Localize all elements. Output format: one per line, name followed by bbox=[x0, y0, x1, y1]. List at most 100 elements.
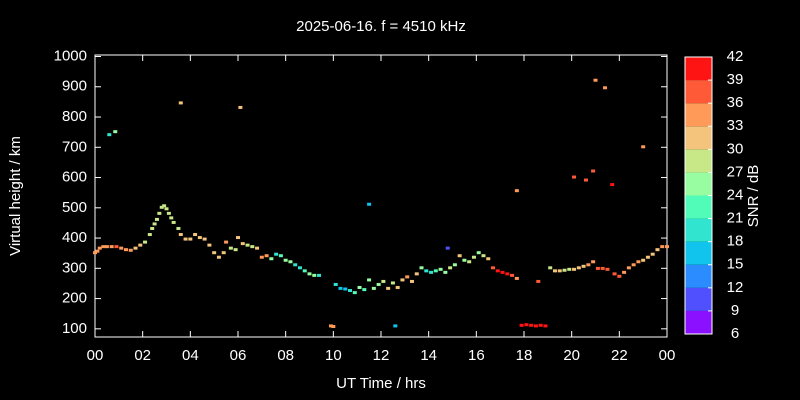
data-point bbox=[655, 248, 660, 252]
x-tick-label: 02 bbox=[134, 347, 151, 364]
data-point bbox=[641, 258, 646, 262]
data-point bbox=[348, 289, 353, 293]
data-point bbox=[259, 255, 264, 259]
data-point bbox=[352, 291, 357, 295]
data-point bbox=[159, 205, 164, 209]
data-point bbox=[443, 270, 448, 274]
colorbar-cell bbox=[685, 264, 712, 288]
data-point bbox=[264, 254, 269, 258]
data-point bbox=[188, 237, 193, 241]
data-point bbox=[424, 269, 429, 273]
data-point bbox=[95, 249, 100, 253]
data-point bbox=[240, 242, 245, 246]
data-point bbox=[572, 175, 577, 179]
colorbar-tick-label: 24 bbox=[727, 186, 744, 203]
colorbar-tick-label: 30 bbox=[727, 140, 744, 157]
data-point bbox=[583, 178, 588, 182]
y-tick-label: 500 bbox=[62, 199, 87, 216]
colorbar-tick-label: 12 bbox=[727, 279, 744, 296]
data-point bbox=[600, 266, 605, 270]
y-tick-label: 600 bbox=[62, 169, 87, 186]
data-point bbox=[514, 276, 519, 280]
data-point bbox=[367, 202, 372, 206]
data-point bbox=[481, 254, 486, 258]
data-point bbox=[150, 226, 155, 230]
data-point bbox=[650, 252, 655, 256]
x-tick-label: 20 bbox=[563, 347, 580, 364]
data-point bbox=[562, 268, 567, 272]
data-point bbox=[288, 260, 293, 264]
y-tick-label: 400 bbox=[62, 229, 87, 246]
x-tick-label: 04 bbox=[182, 347, 199, 364]
x-tick-label: 06 bbox=[230, 347, 247, 364]
colorbar-tick-label: 21 bbox=[727, 210, 744, 227]
data-point bbox=[445, 246, 450, 250]
data-point bbox=[390, 281, 395, 285]
data-point bbox=[162, 204, 167, 208]
y-tick-label: 300 bbox=[62, 259, 87, 276]
data-point bbox=[238, 105, 243, 109]
data-point bbox=[636, 260, 641, 264]
data-point bbox=[567, 267, 572, 271]
data-point bbox=[367, 278, 372, 282]
x-tick-label: 22 bbox=[611, 347, 628, 364]
data-point bbox=[236, 236, 240, 240]
data-point bbox=[221, 251, 226, 255]
data-point bbox=[552, 269, 557, 273]
data-point bbox=[543, 324, 548, 328]
data-point bbox=[207, 243, 212, 247]
data-point bbox=[405, 275, 410, 279]
data-point bbox=[414, 272, 419, 276]
x-tick-label: 00 bbox=[87, 347, 104, 364]
colorbar-cell bbox=[685, 310, 712, 334]
data-point bbox=[467, 260, 472, 264]
colorbar-tick-label: 18 bbox=[727, 233, 744, 250]
data-point bbox=[197, 236, 202, 240]
data-point bbox=[622, 270, 627, 274]
data-point bbox=[93, 251, 97, 255]
data-point bbox=[357, 285, 362, 289]
colorbar-cell bbox=[685, 241, 712, 265]
x-tick-label: 08 bbox=[277, 347, 294, 364]
data-point bbox=[202, 237, 207, 241]
x-tick-label: 18 bbox=[516, 347, 533, 364]
data-point bbox=[250, 245, 255, 249]
data-point bbox=[626, 266, 631, 270]
data-point bbox=[255, 246, 260, 250]
data-point bbox=[333, 282, 338, 286]
colorbar-cell bbox=[685, 149, 712, 173]
data-point bbox=[297, 266, 302, 270]
data-point bbox=[603, 86, 608, 90]
data-point bbox=[154, 217, 159, 221]
colorbar-tick-label: 39 bbox=[727, 71, 744, 88]
y-tick-label: 900 bbox=[62, 78, 87, 95]
data-point bbox=[176, 226, 181, 230]
x-tick-label: 14 bbox=[420, 347, 437, 364]
data-point bbox=[631, 263, 636, 267]
data-point bbox=[612, 272, 617, 276]
data-point bbox=[665, 245, 669, 249]
x-tick-label: 16 bbox=[468, 347, 485, 364]
colorbar-cell bbox=[685, 126, 712, 150]
colorbar-tick-label: 15 bbox=[727, 256, 744, 273]
colorbar-tick-label: 27 bbox=[727, 163, 744, 180]
data-point bbox=[591, 260, 596, 264]
data-point bbox=[595, 266, 600, 270]
data-point bbox=[317, 273, 322, 277]
data-point bbox=[429, 270, 434, 274]
data-point bbox=[438, 267, 443, 271]
data-point bbox=[548, 266, 553, 270]
data-point bbox=[216, 255, 221, 259]
data-point bbox=[386, 286, 391, 290]
x-tick-label: 12 bbox=[373, 347, 390, 364]
x-tick-label: 00 bbox=[659, 347, 676, 364]
data-point bbox=[576, 266, 581, 270]
data-point bbox=[371, 286, 376, 290]
data-point bbox=[164, 207, 169, 211]
data-point bbox=[101, 245, 106, 249]
colorbar-cell bbox=[685, 218, 712, 242]
data-point bbox=[529, 323, 534, 327]
data-point bbox=[452, 263, 457, 267]
data-point bbox=[572, 267, 577, 271]
